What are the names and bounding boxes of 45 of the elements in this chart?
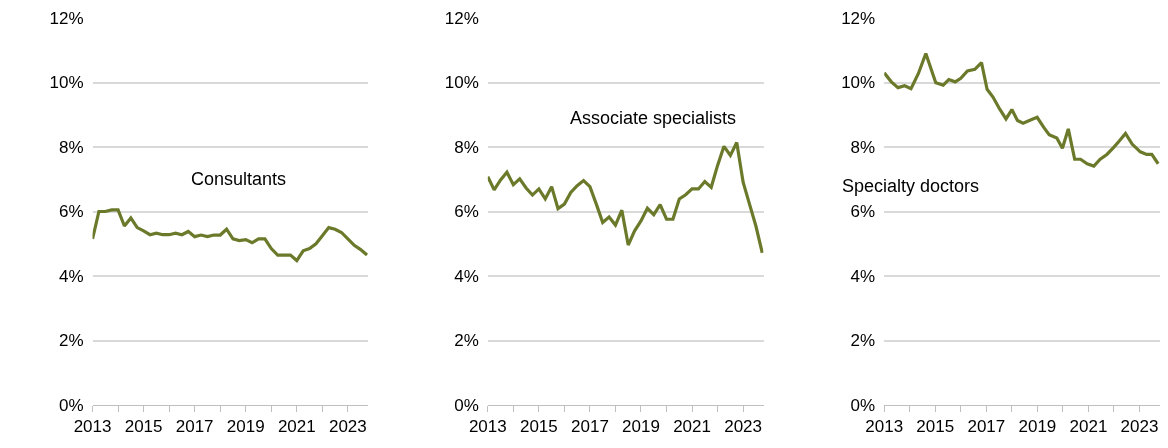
line-series xyxy=(884,51,1160,168)
x-tick-label: 2015 xyxy=(916,417,955,437)
x-tick-label: 2015 xyxy=(519,417,558,437)
y-tick-label: 10% xyxy=(444,73,479,93)
y-tick-label: 4% xyxy=(850,266,876,286)
y-tick-label: 0% xyxy=(850,395,876,415)
x-tick-label: 2015 xyxy=(124,417,163,437)
series-label: Associate specialists xyxy=(570,108,737,128)
x-tick-label: 2021 xyxy=(673,417,711,437)
x-tick-label: 2017 xyxy=(571,417,609,437)
y-tick-label: 8% xyxy=(454,137,479,157)
y-tick-label: 12% xyxy=(444,8,479,28)
y-tick-label: 12% xyxy=(49,8,84,28)
y-tick-label: 0% xyxy=(58,395,84,415)
x-tick-label: 2013 xyxy=(468,417,507,437)
y-tick-label: 4% xyxy=(58,266,84,286)
x-tick-label: 2019 xyxy=(1018,417,1057,437)
x-tick-label: 2021 xyxy=(1069,417,1108,437)
line-series xyxy=(92,208,369,263)
y-tick-label: 6% xyxy=(58,202,84,222)
y-tick-label: 8% xyxy=(58,137,84,157)
x-tick-label: 2017 xyxy=(967,417,1006,437)
y-tick-label: 4% xyxy=(454,266,479,286)
y-tick-label: 2% xyxy=(850,331,876,351)
x-tick-label: 2019 xyxy=(226,417,265,437)
y-tick-label: 6% xyxy=(850,202,876,222)
y-tick-label: 0% xyxy=(454,395,479,415)
y-tick-label: 2% xyxy=(58,331,84,351)
x-tick-label: 2023 xyxy=(724,417,763,437)
y-tick-label: 8% xyxy=(850,137,876,157)
x-tick-label: 2019 xyxy=(622,417,660,437)
y-tick-label: 12% xyxy=(841,8,876,28)
x-tick-label: 2023 xyxy=(1120,417,1159,437)
line-series xyxy=(487,140,764,255)
x-tick-label: 2013 xyxy=(73,417,112,437)
x-tick-label: 2023 xyxy=(328,417,367,437)
y-tick-label: 10% xyxy=(841,73,876,93)
x-tick-label: 2021 xyxy=(277,417,316,437)
text: Specialty doctors xyxy=(842,176,980,196)
x-tick-label: 2017 xyxy=(175,417,214,437)
y-tick-label: 2% xyxy=(454,331,479,351)
y-tick-label: 6% xyxy=(454,202,479,222)
text: Consultants xyxy=(191,169,287,189)
x-tick-label: 2013 xyxy=(865,417,904,437)
y-tick-label: 10% xyxy=(49,73,84,93)
